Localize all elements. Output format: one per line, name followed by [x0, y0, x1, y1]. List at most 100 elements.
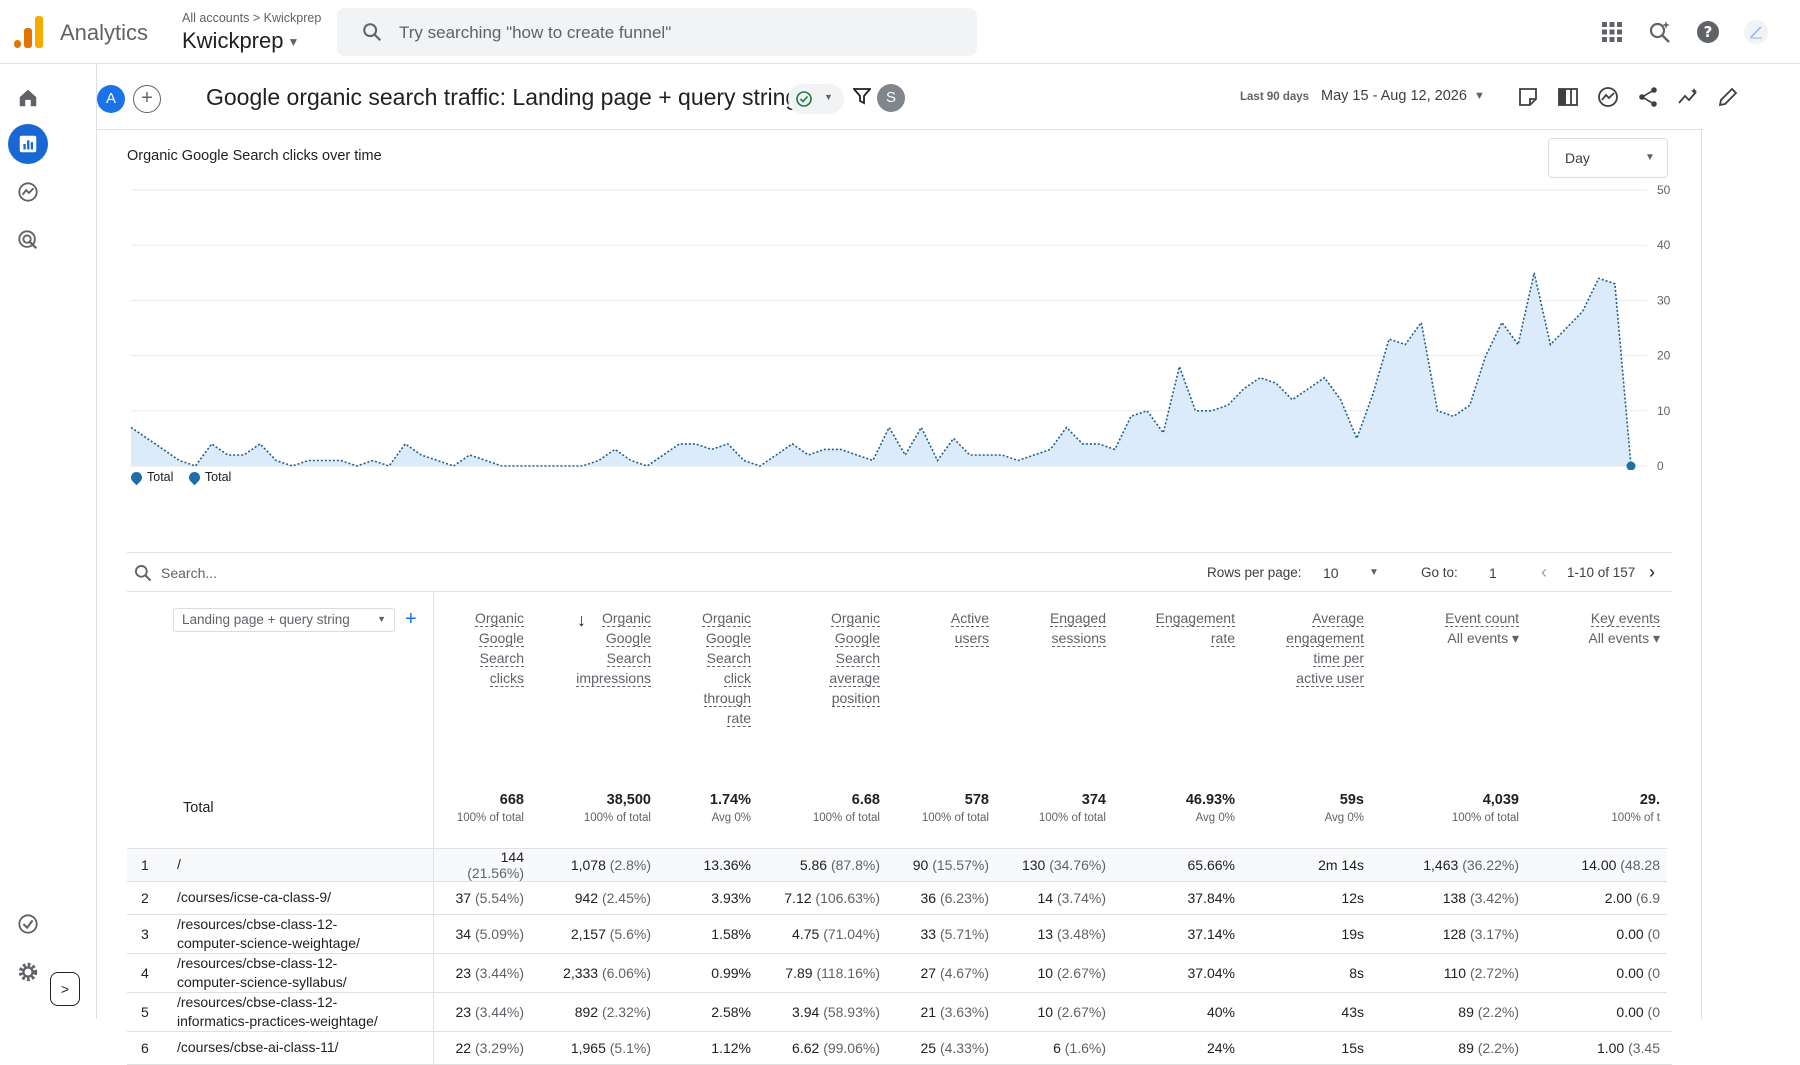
chevron-right-icon[interactable]: › [1649, 562, 1655, 582]
metric-value: 138 [1442, 889, 1467, 906]
metric-cell: 14.00 (48.28 [1531, 848, 1672, 882]
total-value: 38,500 [606, 792, 651, 808]
column-header[interactable]: Engagement rate [1118, 592, 1247, 792]
landing-page-text: /resources/cbse-class-12- [177, 954, 338, 971]
landing-page-link[interactable]: / [177, 848, 434, 882]
metric-percent: (15.57%) [932, 856, 989, 873]
landing-page-link[interactable]: /resources/cbse-class-12- computer-scienc… [177, 914, 434, 954]
compare-columns-icon[interactable] [1557, 86, 1579, 108]
settings-icon[interactable] [8, 952, 48, 992]
granularity-select[interactable]: Day ▼ [1548, 138, 1668, 178]
table-row[interactable]: 1/144 (21.56%) 1,078 (2.8%) 13.36% 5.86 (87… [127, 848, 1672, 882]
explore-icon[interactable] [8, 172, 48, 212]
breadcrumb[interactable]: All accounts > Kwickprep [182, 11, 322, 25]
landing-page-link[interactable]: /courses/cbse-ai-class-11/ [177, 1031, 434, 1065]
trend-sparkle-icon[interactable] [1677, 86, 1699, 108]
search-input[interactable]: Try searching "how to create funnel" [399, 23, 672, 42]
metric-percent: (0 [1647, 1003, 1660, 1020]
metric-cell: 19s [1247, 914, 1376, 954]
property-selector[interactable]: Kwickprep ▼ [182, 28, 299, 54]
caret-down-icon[interactable]: ▼ [1474, 90, 1485, 102]
legend-item[interactable]: Total [186, 469, 231, 485]
metric-cell: 892 (2.32%) [536, 992, 663, 1032]
column-header-line: average [829, 670, 880, 687]
chevron-left-icon[interactable]: ‹ [1541, 562, 1547, 582]
column-header[interactable]: Engaged sessions [1001, 592, 1118, 792]
metric-cell: 2.00 (6.9 [1531, 881, 1672, 915]
column-event-filter[interactable]: All events ▾ [1543, 630, 1660, 647]
metric-cell: 37.14% [1118, 914, 1247, 954]
table-row[interactable]: 2/courses/icse-ca-class-9/37 (5.54%) 942 … [127, 881, 1672, 915]
column-header[interactable]: Average engagement time per active user [1247, 592, 1376, 792]
date-range-picker[interactable]: May 15 - Aug 12, 2026 [1321, 88, 1467, 104]
home-icon[interactable] [8, 78, 48, 118]
comparison-avatar[interactable]: A [97, 85, 125, 113]
total-subtext: 100% of t [1611, 812, 1660, 824]
share-icon[interactable] [1637, 86, 1659, 108]
add-comparison-button[interactable]: + [133, 85, 161, 113]
reports-icon[interactable] [8, 124, 48, 164]
report-status-button[interactable]: ▼ [788, 84, 844, 114]
filter-icon[interactable] [853, 87, 871, 105]
table-row[interactable]: 4/resources/cbse-class-12- computer-scien… [127, 953, 1672, 993]
report-content: A + Google organic search traffic: Landi… [96, 64, 1738, 1065]
rows-per-page-select[interactable]: 10 [1323, 565, 1339, 581]
data-point-marker[interactable] [1626, 461, 1636, 471]
segment-avatar[interactable]: S [877, 84, 905, 112]
table-row[interactable]: 3/resources/cbse-class-12- computer-scien… [127, 914, 1672, 954]
landing-page-link[interactable]: /resources/cbse-class-12- informatics-pra… [177, 992, 434, 1032]
landing-page-link[interactable]: /courses/icse-ca-class-9/ [177, 881, 434, 915]
metric-value: 37 [455, 889, 472, 906]
column-header[interactable]: Organic Google Search clicks [433, 592, 536, 792]
apps-icon[interactable] [1598, 18, 1626, 46]
granularity-value: Day [1565, 150, 1590, 166]
table-search-input[interactable]: Search... [161, 565, 218, 581]
table-row[interactable]: 6/courses/cbse-ai-class-11/22 (3.29%) 1,9… [127, 1031, 1672, 1065]
search-insights-icon[interactable] [1646, 18, 1674, 46]
metric-cell: 90 (15.57%) [892, 848, 1001, 882]
table-row[interactable]: 5/resources/cbse-class-12- informatics-pr… [127, 992, 1672, 1032]
account-icon[interactable] [1742, 18, 1770, 46]
total-cell: 1.74% Avg 0% [663, 792, 763, 849]
column-header[interactable]: Event count All events ▾ [1376, 592, 1531, 792]
admin-check-icon[interactable] [8, 904, 48, 944]
analytics-logo-icon[interactable] [14, 16, 44, 48]
column-header-line: through [703, 690, 751, 707]
metric-percent: (0 [1647, 964, 1660, 981]
metric-cell: 2m 14s [1247, 848, 1376, 882]
edit-pencil-icon[interactable] [1717, 86, 1739, 108]
metric-value: 110 [1443, 964, 1467, 981]
landing-page-link[interactable]: /resources/cbse-class-12- computer-scienc… [177, 953, 434, 993]
metric-percent: (58.93%) [823, 1003, 880, 1020]
metric-percent: (3.44%) [474, 964, 524, 981]
column-event-filter[interactable]: All events ▾ [1388, 630, 1519, 647]
metric-value: 43s [1341, 1003, 1364, 1020]
insights-note-icon[interactable] [1517, 86, 1539, 108]
insights-icon[interactable] [1597, 86, 1619, 108]
dimension-select[interactable]: Landing page + query string ▼ [173, 608, 395, 632]
column-header-line: time per [1313, 650, 1364, 667]
column-header-line: Search [706, 650, 751, 667]
metric-percent: (2.2%) [1477, 1039, 1519, 1056]
column-header[interactable]: Key events All events ▾ [1531, 592, 1672, 792]
expand-icon[interactable]: > [50, 972, 80, 1006]
add-dimension-button[interactable]: + [405, 608, 417, 630]
metric-value: 13 [1037, 925, 1054, 942]
column-header[interactable]: Organic Google Search impressions [536, 592, 663, 792]
totals-row: Total 668 100% of total 38,500 100% of total… [127, 792, 1672, 849]
caret-down-icon[interactable]: ▼ [1369, 567, 1379, 578]
search-bar[interactable]: Try searching "how to create funnel" [337, 8, 977, 56]
legend-item[interactable]: Total [128, 469, 173, 485]
sort-descending-icon[interactable]: ↓ [577, 610, 586, 630]
column-header-label: Engaged sessions [1049, 608, 1106, 648]
advertising-icon[interactable] [8, 220, 48, 260]
row-index: 6 [127, 1031, 177, 1065]
column-header[interactable]: Organic Google Search click through rate [663, 592, 763, 792]
goto-input[interactable]: 1 [1489, 565, 1497, 581]
column-header-line: Key events [1590, 610, 1660, 627]
help-icon[interactable]: ? [1694, 18, 1722, 46]
column-header[interactable]: Active users [892, 592, 1001, 792]
column-header[interactable]: Organic Google Search average position [763, 592, 892, 792]
clicks-area-chart[interactable]: 5040302010017May243107Jun14212805Jul1219… [127, 170, 1672, 470]
metric-value: 34 [455, 925, 472, 942]
